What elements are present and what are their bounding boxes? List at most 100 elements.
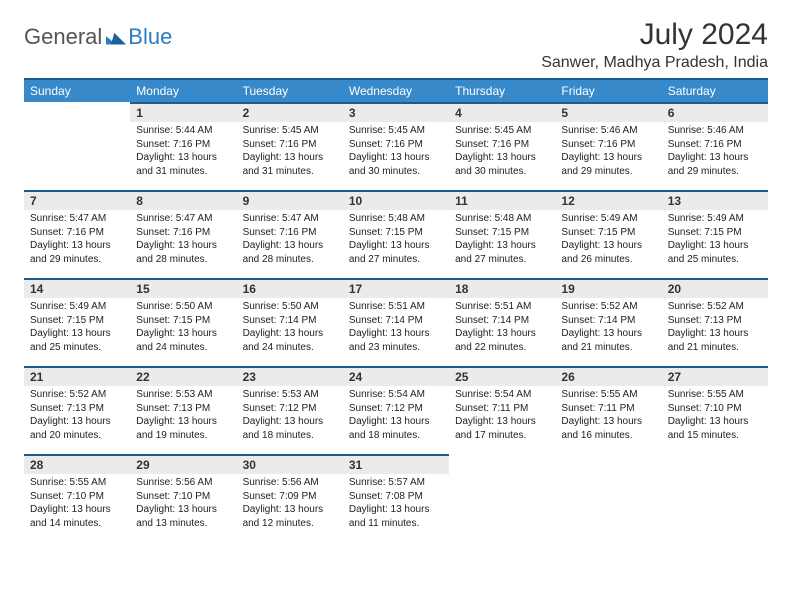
day-detail: Sunrise: 5:56 AMSunset: 7:10 PMDaylight:… xyxy=(130,474,236,536)
day-number: 30 xyxy=(237,454,343,474)
calendar-cell: 10Sunrise: 5:48 AMSunset: 7:15 PMDayligh… xyxy=(343,190,449,278)
calendar-cell: 11Sunrise: 5:48 AMSunset: 7:15 PMDayligh… xyxy=(449,190,555,278)
calendar-body: 1Sunrise: 5:44 AMSunset: 7:16 PMDaylight… xyxy=(24,102,768,542)
day-detail: Sunrise: 5:54 AMSunset: 7:11 PMDaylight:… xyxy=(449,386,555,448)
weekday-header: Sunday xyxy=(24,79,130,102)
day-detail: Sunrise: 5:49 AMSunset: 7:15 PMDaylight:… xyxy=(24,298,130,360)
day-number: 13 xyxy=(662,190,768,210)
calendar-cell: 17Sunrise: 5:51 AMSunset: 7:14 PMDayligh… xyxy=(343,278,449,366)
calendar-table: Sunday Monday Tuesday Wednesday Thursday… xyxy=(24,78,768,542)
day-number: 8 xyxy=(130,190,236,210)
day-number: 15 xyxy=(130,278,236,298)
calendar-cell: 5Sunrise: 5:46 AMSunset: 7:16 PMDaylight… xyxy=(555,102,661,190)
location: Sanwer, Madhya Pradesh, India xyxy=(541,54,768,72)
weekday-header: Saturday xyxy=(662,79,768,102)
calendar-cell: 18Sunrise: 5:51 AMSunset: 7:14 PMDayligh… xyxy=(449,278,555,366)
calendar-cell: 28Sunrise: 5:55 AMSunset: 7:10 PMDayligh… xyxy=(24,454,130,542)
day-number: 21 xyxy=(24,366,130,386)
calendar-cell: 8Sunrise: 5:47 AMSunset: 7:16 PMDaylight… xyxy=(130,190,236,278)
day-detail: Sunrise: 5:50 AMSunset: 7:14 PMDaylight:… xyxy=(237,298,343,360)
calendar-cell xyxy=(449,454,555,542)
calendar-cell: 24Sunrise: 5:54 AMSunset: 7:12 PMDayligh… xyxy=(343,366,449,454)
day-number: 19 xyxy=(555,278,661,298)
calendar-cell: 30Sunrise: 5:56 AMSunset: 7:09 PMDayligh… xyxy=(237,454,343,542)
calendar-cell: 22Sunrise: 5:53 AMSunset: 7:13 PMDayligh… xyxy=(130,366,236,454)
day-number: 14 xyxy=(24,278,130,298)
calendar-cell: 13Sunrise: 5:49 AMSunset: 7:15 PMDayligh… xyxy=(662,190,768,278)
calendar-cell: 23Sunrise: 5:53 AMSunset: 7:12 PMDayligh… xyxy=(237,366,343,454)
day-detail: Sunrise: 5:55 AMSunset: 7:10 PMDaylight:… xyxy=(662,386,768,448)
day-detail: Sunrise: 5:48 AMSunset: 7:15 PMDaylight:… xyxy=(449,210,555,272)
calendar-cell: 20Sunrise: 5:52 AMSunset: 7:13 PMDayligh… xyxy=(662,278,768,366)
brand-logo: General Blue xyxy=(24,24,172,50)
calendar-cell: 21Sunrise: 5:52 AMSunset: 7:13 PMDayligh… xyxy=(24,366,130,454)
calendar-cell: 31Sunrise: 5:57 AMSunset: 7:08 PMDayligh… xyxy=(343,454,449,542)
calendar-cell xyxy=(555,454,661,542)
calendar-cell: 29Sunrise: 5:56 AMSunset: 7:10 PMDayligh… xyxy=(130,454,236,542)
day-detail: Sunrise: 5:47 AMSunset: 7:16 PMDaylight:… xyxy=(237,210,343,272)
day-number: 12 xyxy=(555,190,661,210)
day-number: 3 xyxy=(343,102,449,122)
day-number: 25 xyxy=(449,366,555,386)
month-title: July 2024 xyxy=(541,18,768,52)
day-number: 27 xyxy=(662,366,768,386)
day-number: 11 xyxy=(449,190,555,210)
calendar-cell xyxy=(662,454,768,542)
calendar-week-row: 1Sunrise: 5:44 AMSunset: 7:16 PMDaylight… xyxy=(24,102,768,190)
day-detail: Sunrise: 5:45 AMSunset: 7:16 PMDaylight:… xyxy=(237,122,343,184)
calendar-cell: 4Sunrise: 5:45 AMSunset: 7:16 PMDaylight… xyxy=(449,102,555,190)
day-detail: Sunrise: 5:54 AMSunset: 7:12 PMDaylight:… xyxy=(343,386,449,448)
day-number: 2 xyxy=(237,102,343,122)
day-number: 1 xyxy=(130,102,236,122)
day-number: 23 xyxy=(237,366,343,386)
day-detail: Sunrise: 5:57 AMSunset: 7:08 PMDaylight:… xyxy=(343,474,449,536)
day-number: 5 xyxy=(555,102,661,122)
calendar-cell: 7Sunrise: 5:47 AMSunset: 7:16 PMDaylight… xyxy=(24,190,130,278)
day-number: 6 xyxy=(662,102,768,122)
calendar-week-row: 14Sunrise: 5:49 AMSunset: 7:15 PMDayligh… xyxy=(24,278,768,366)
day-detail: Sunrise: 5:56 AMSunset: 7:09 PMDaylight:… xyxy=(237,474,343,536)
day-number: 4 xyxy=(449,102,555,122)
day-detail: Sunrise: 5:46 AMSunset: 7:16 PMDaylight:… xyxy=(662,122,768,184)
day-detail: Sunrise: 5:46 AMSunset: 7:16 PMDaylight:… xyxy=(555,122,661,184)
day-number: 10 xyxy=(343,190,449,210)
day-detail: Sunrise: 5:45 AMSunset: 7:16 PMDaylight:… xyxy=(449,122,555,184)
day-detail: Sunrise: 5:53 AMSunset: 7:12 PMDaylight:… xyxy=(237,386,343,448)
calendar-cell: 9Sunrise: 5:47 AMSunset: 7:16 PMDaylight… xyxy=(237,190,343,278)
calendar-cell: 15Sunrise: 5:50 AMSunset: 7:15 PMDayligh… xyxy=(130,278,236,366)
day-number: 24 xyxy=(343,366,449,386)
day-detail: Sunrise: 5:52 AMSunset: 7:14 PMDaylight:… xyxy=(555,298,661,360)
calendar-cell: 25Sunrise: 5:54 AMSunset: 7:11 PMDayligh… xyxy=(449,366,555,454)
day-detail: Sunrise: 5:51 AMSunset: 7:14 PMDaylight:… xyxy=(343,298,449,360)
brand-blue: Blue xyxy=(128,24,172,50)
brand-general: General xyxy=(24,24,102,50)
calendar-cell: 2Sunrise: 5:45 AMSunset: 7:16 PMDaylight… xyxy=(237,102,343,190)
day-detail: Sunrise: 5:53 AMSunset: 7:13 PMDaylight:… xyxy=(130,386,236,448)
day-number: 22 xyxy=(130,366,236,386)
day-number: 28 xyxy=(24,454,130,474)
calendar-cell: 14Sunrise: 5:49 AMSunset: 7:15 PMDayligh… xyxy=(24,278,130,366)
header: General Blue July 2024 Sanwer, Madhya Pr… xyxy=(24,18,768,72)
day-detail: Sunrise: 5:47 AMSunset: 7:16 PMDaylight:… xyxy=(130,210,236,272)
calendar-cell xyxy=(24,102,130,190)
day-number: 31 xyxy=(343,454,449,474)
calendar-cell: 6Sunrise: 5:46 AMSunset: 7:16 PMDaylight… xyxy=(662,102,768,190)
calendar-week-row: 28Sunrise: 5:55 AMSunset: 7:10 PMDayligh… xyxy=(24,454,768,542)
weekday-header: Thursday xyxy=(449,79,555,102)
day-detail: Sunrise: 5:45 AMSunset: 7:16 PMDaylight:… xyxy=(343,122,449,184)
calendar-cell: 26Sunrise: 5:55 AMSunset: 7:11 PMDayligh… xyxy=(555,366,661,454)
calendar-cell: 27Sunrise: 5:55 AMSunset: 7:10 PMDayligh… xyxy=(662,366,768,454)
day-detail: Sunrise: 5:48 AMSunset: 7:15 PMDaylight:… xyxy=(343,210,449,272)
calendar-cell: 19Sunrise: 5:52 AMSunset: 7:14 PMDayligh… xyxy=(555,278,661,366)
day-detail: Sunrise: 5:55 AMSunset: 7:11 PMDaylight:… xyxy=(555,386,661,448)
day-number: 29 xyxy=(130,454,236,474)
day-detail: Sunrise: 5:52 AMSunset: 7:13 PMDaylight:… xyxy=(662,298,768,360)
weekday-header: Friday xyxy=(555,79,661,102)
day-number: 16 xyxy=(237,278,343,298)
calendar-cell: 16Sunrise: 5:50 AMSunset: 7:14 PMDayligh… xyxy=(237,278,343,366)
day-number: 26 xyxy=(555,366,661,386)
brand-triangle-icon xyxy=(106,29,126,45)
day-detail: Sunrise: 5:50 AMSunset: 7:15 PMDaylight:… xyxy=(130,298,236,360)
calendar-cell: 1Sunrise: 5:44 AMSunset: 7:16 PMDaylight… xyxy=(130,102,236,190)
day-number: 9 xyxy=(237,190,343,210)
